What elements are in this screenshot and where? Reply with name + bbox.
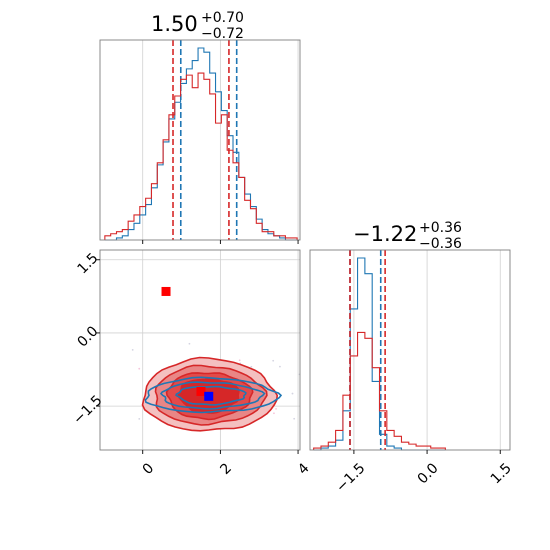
sample-point — [138, 418, 141, 420]
tick-label-p2-y-1: 0.0 — [74, 323, 101, 350]
title-p1-minus: −0.72 — [201, 26, 244, 42]
sample-point — [275, 407, 277, 410]
title-p2-plus: +0.36 — [419, 220, 462, 236]
sample-point — [279, 365, 281, 368]
sample-point — [238, 359, 241, 362]
histogram-p2-panel — [309, 249, 511, 454]
contour-blue-0 — [144, 376, 283, 414]
sample-point — [250, 365, 253, 368]
tick-label-p1-2: 4 — [295, 460, 313, 478]
tick-label-p2-y-2: 1.5 — [74, 250, 101, 277]
tick-label-p2-x-1: 0.0 — [415, 460, 442, 487]
sample-point — [291, 392, 294, 395]
histogram-p1-panel — [99, 39, 301, 244]
sample-point — [138, 367, 141, 370]
title-p1-value: 1.50 — [151, 12, 198, 36]
sample-point — [273, 412, 275, 415]
contour-blue-1 — [159, 381, 266, 410]
tick-label-p1-0: 0 — [140, 460, 158, 478]
marker-blue — [204, 391, 214, 401]
marker-red-center — [196, 386, 206, 396]
panel-frame-left2 — [99, 249, 301, 451]
sample-point — [293, 417, 296, 420]
tick-labels: 0 2 4−1.5−1.50.00.01.51.5 — [70, 250, 515, 495]
title-p2-minus: −0.36 — [419, 236, 462, 252]
title-p1-plus: +0.70 — [201, 10, 244, 26]
marker-red-upper — [161, 286, 171, 296]
tick-label-p2-x-2: 1.5 — [488, 460, 515, 487]
sample-point — [188, 342, 191, 345]
title-p2-value: −1.22 — [353, 222, 417, 246]
panel-frame-top1 — [99, 39, 301, 241]
joint-contour-panel — [96, 249, 301, 454]
histogram-p2-red — [313, 331, 446, 450]
contour-blue-2 — [175, 385, 247, 406]
histogram-p1-red — [104, 72, 298, 240]
sample-point — [131, 348, 134, 351]
panel-frame-right2 — [309, 249, 511, 451]
histogram-p1-blue — [104, 47, 298, 241]
sample-point — [272, 359, 275, 362]
tick-label-p2-x-0: −1.5 — [333, 460, 368, 495]
histogram-p2-blue — [313, 257, 446, 451]
tick-label-p1-1: 2 — [217, 460, 235, 478]
